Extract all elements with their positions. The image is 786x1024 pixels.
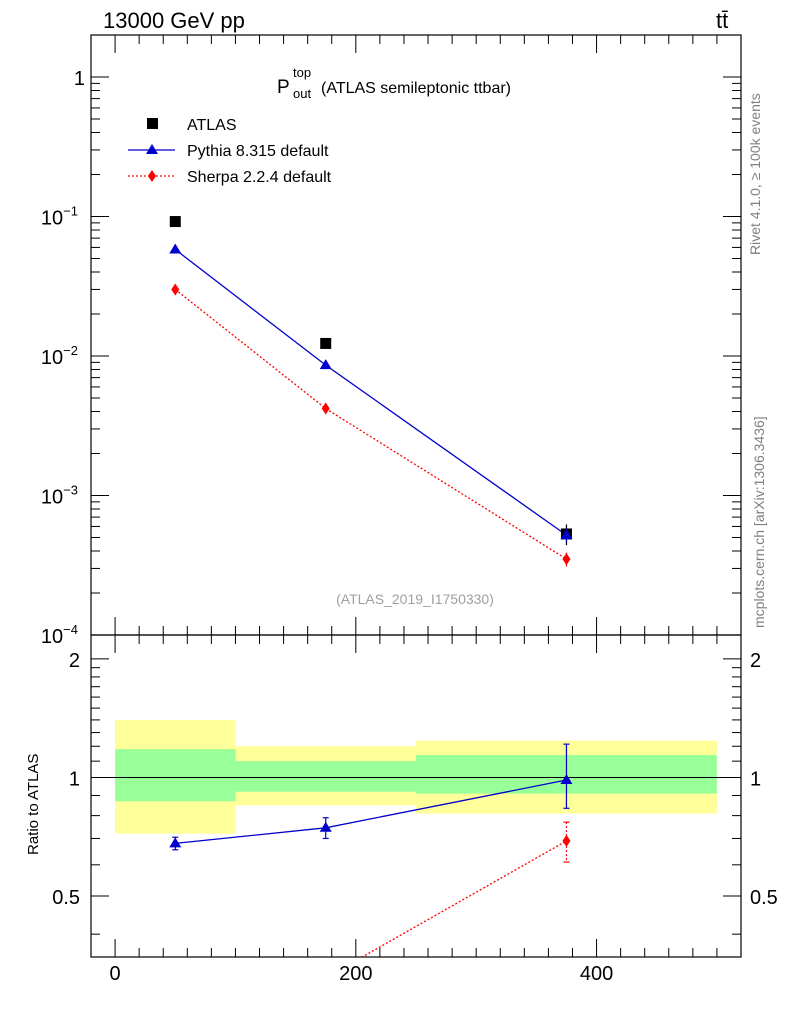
legend: ATLAS Pythia 8.315 default Sherpa 2.2.4 …	[128, 117, 332, 186]
ratio-pythia-point	[319, 821, 332, 832]
pythia-point	[319, 359, 332, 370]
x-tick-label: 0	[110, 963, 121, 985]
ratio-ylabel: Ratio to ATLAS	[25, 754, 42, 855]
title-superscript: top	[293, 65, 311, 80]
plot-title: P top out (ATLAS semileptonic ttbar)	[277, 61, 511, 103]
y-tick-label: 1	[74, 68, 85, 90]
mcplots-label: mcplots.cern.ch [arXiv:1306.3436]	[751, 416, 767, 628]
sherpa-point	[171, 283, 180, 296]
title-subscript: out	[293, 86, 311, 101]
title-main: P	[277, 77, 289, 98]
legend-atlas-label: ATLAS	[187, 117, 237, 134]
sherpa-point	[562, 553, 571, 566]
ratio-sherpa-point	[171, 961, 179, 973]
sherpa-line	[174, 288, 567, 560]
main-panel: 1 10−1 10−2 10−3 10−4	[41, 34, 742, 648]
legend-pythia-marker	[146, 144, 158, 154]
y-tick-label: 10−4	[41, 622, 78, 648]
ratio-y-tick-label: 1	[69, 768, 80, 790]
pythia-point	[560, 529, 573, 540]
atlas-data-point	[169, 216, 181, 228]
legend-atlas-marker	[147, 118, 158, 129]
y-tick-label: 10−2	[41, 343, 78, 369]
y-tick-label: 10−1	[41, 203, 78, 229]
process-label: tt̄	[716, 8, 728, 33]
y-tick-label: 10−3	[41, 482, 78, 508]
pythia-point	[169, 243, 182, 254]
ratio-y-tick-label-right: 0.5	[750, 887, 778, 909]
pythia-line	[174, 248, 567, 536]
ratio-y-tick-label-right: 2	[750, 650, 761, 672]
atlas-data-point	[320, 337, 332, 349]
ratio-band-inner	[115, 749, 236, 802]
ratio-sherpa-point	[562, 834, 571, 847]
ratio-sherpa-point	[322, 972, 330, 984]
legend-sherpa-marker	[148, 170, 156, 182]
ratio-pythia-point	[169, 837, 182, 848]
sherpa-point	[321, 402, 330, 415]
title-rest: (ATLAS semileptonic ttbar)	[321, 80, 511, 97]
ratio-y-tick-label: 0.5	[52, 887, 80, 909]
ratio-frame	[90, 634, 742, 958]
rivet-label: Rivet 4.1.0, ≥ 100k events	[747, 93, 763, 255]
analysis-watermark: (ATLAS_2019_I1750330)	[336, 591, 494, 607]
energy-label: 13000 GeV pp	[103, 8, 245, 33]
ratio-y-tick-label: 2	[69, 650, 80, 672]
x-tick-label: 200	[339, 963, 372, 985]
legend-sherpa-label: Sherpa 2.2.4 default	[187, 169, 332, 186]
ratio-panel: 0 200 400 2 2 1 1 0.5 0.5	[52, 634, 778, 985]
ratio-series-group	[169, 743, 573, 984]
ratio-y-tick-label-right: 1	[750, 768, 761, 790]
x-tick-label: 400	[580, 963, 613, 985]
ratio-pythia-point	[560, 774, 573, 785]
legend-pythia-label: Pythia 8.315 default	[187, 143, 329, 160]
ratio-band-inner	[235, 761, 416, 792]
